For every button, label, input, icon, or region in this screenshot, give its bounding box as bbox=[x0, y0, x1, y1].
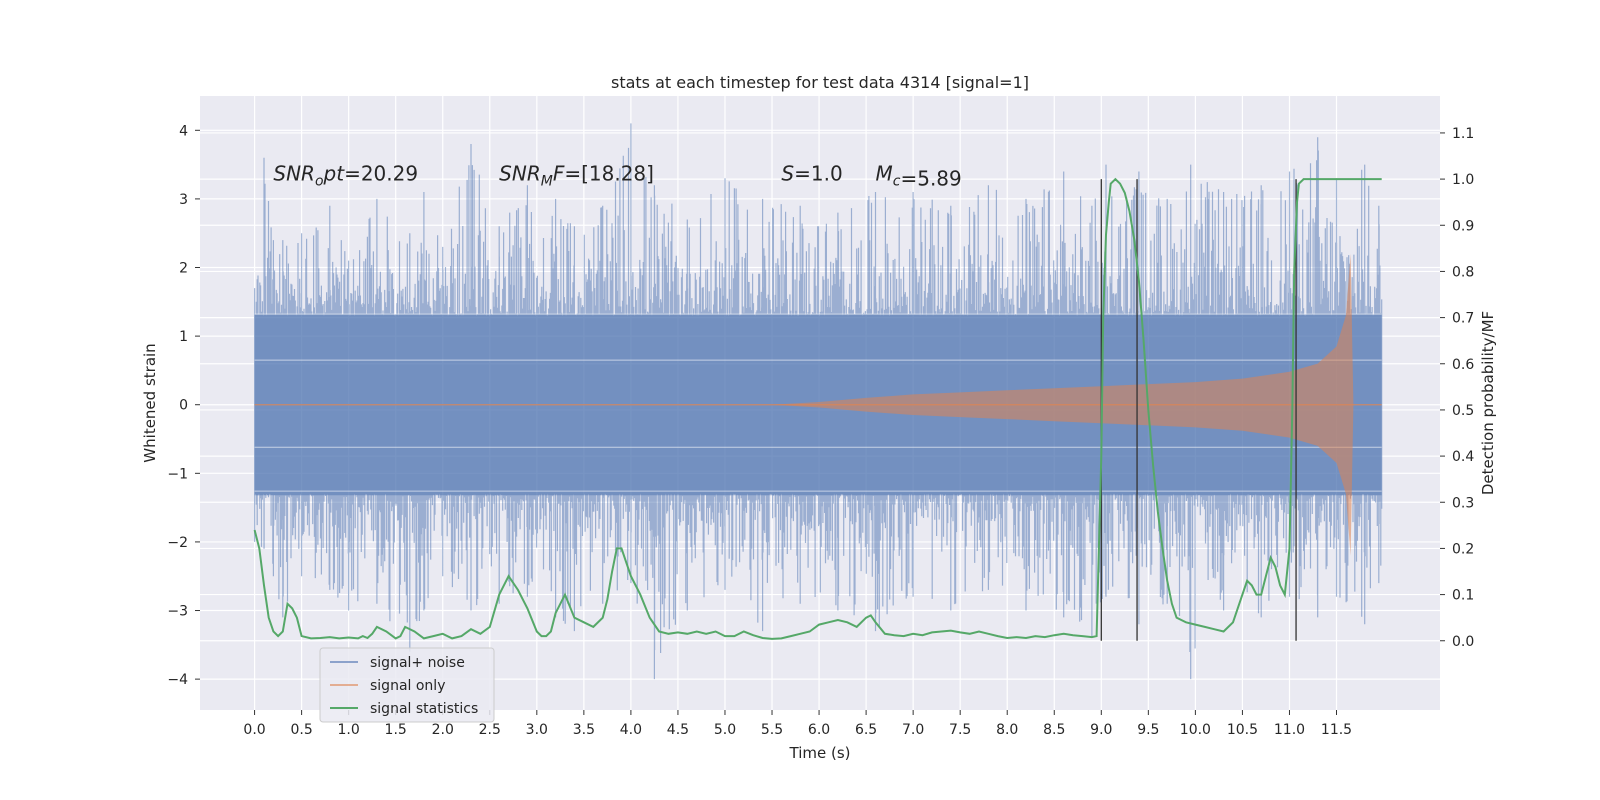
y-tick-label: 3 bbox=[179, 192, 188, 208]
signal-statistics-line bbox=[253, 177, 1382, 640]
y2-tick-label: 0.1 bbox=[1452, 588, 1474, 604]
x-tick-label: 4.5 bbox=[667, 722, 689, 738]
x-tick-label: 7.0 bbox=[902, 722, 924, 738]
signal-only-series bbox=[254, 253, 1384, 556]
annotation-3: Mc=5.89 bbox=[876, 161, 962, 190]
y-axis-left: −4 −3 −2 −1 0 1 2 3 4 bbox=[167, 123, 200, 688]
annotation-0: SNRopt=20.29 bbox=[273, 161, 418, 189]
y2-tick-label: 0.2 bbox=[1452, 541, 1474, 557]
annotation-2: S=1.0 bbox=[781, 161, 842, 185]
x-tick-label: 6.0 bbox=[808, 722, 830, 738]
x-tick-label: 5.5 bbox=[761, 722, 783, 738]
x-tick-label: 6.5 bbox=[855, 722, 877, 738]
y2-tick-label: 0.6 bbox=[1452, 357, 1474, 373]
x-tick-label: 1.5 bbox=[385, 722, 407, 738]
y-tick-label: −2 bbox=[167, 535, 188, 551]
y2-tick-label: 0.7 bbox=[1452, 311, 1474, 327]
y2-tick-label: 0.8 bbox=[1452, 264, 1474, 280]
y2-tick-label: 0.4 bbox=[1452, 449, 1474, 465]
x-tick-label: 10.0 bbox=[1180, 722, 1211, 738]
x-tick-label: 8.5 bbox=[1043, 722, 1065, 738]
x-tick-label: 1.0 bbox=[338, 722, 360, 738]
legend: signal+ noise signal only signal statist… bbox=[319, 647, 495, 723]
annotation-1: SNRMF=[18.28] bbox=[499, 161, 654, 189]
y-tick-label: −4 bbox=[167, 672, 188, 688]
y-tick-label: −3 bbox=[167, 604, 188, 620]
x-tick-label: 8.0 bbox=[996, 722, 1018, 738]
x-tick-label: 11.5 bbox=[1321, 722, 1352, 738]
x-tick-label: 7.5 bbox=[949, 722, 971, 738]
y2-tick-label: 1.1 bbox=[1452, 126, 1474, 142]
x-tick-label: 5.0 bbox=[714, 722, 736, 738]
y2-tick-label: 0.0 bbox=[1452, 634, 1474, 650]
y-axis-right: 0.0 0.1 0.2 0.3 0.4 0.5 0.6 0.7 0.8 0.9 1.0 1.1 bbox=[1440, 126, 1474, 650]
legend-box bbox=[319, 647, 495, 723]
y-axis-label: Whitened strain bbox=[141, 343, 159, 462]
x-tick-label: 4.0 bbox=[620, 722, 642, 738]
legend-label-signal-statistics: signal statistics bbox=[370, 701, 478, 717]
signal-statistics-series bbox=[253, 177, 1382, 640]
x-tick-label: 2.5 bbox=[479, 722, 501, 738]
x-tick-label: 0.5 bbox=[290, 722, 312, 738]
x-tick-label: 2.0 bbox=[432, 722, 454, 738]
legend-label-signal-noise: signal+ noise bbox=[370, 655, 465, 671]
y-tick-label: 0 bbox=[179, 398, 188, 414]
y2-axis-label: Detection probability/MF bbox=[1479, 311, 1497, 495]
x-tick-label: 9.0 bbox=[1090, 722, 1112, 738]
x-axis-label: Time (s) bbox=[789, 744, 851, 762]
x-axis: 0.0 0.5 1.0 1.5 2.0 2.5 3.0 3.5 4.0 4.5 5.0 5.5 6.0 6… bbox=[243, 710, 1352, 738]
y2-tick-label: 1.0 bbox=[1452, 172, 1474, 188]
y-tick-label: 2 bbox=[179, 261, 188, 277]
x-tick-label: 10.5 bbox=[1227, 722, 1258, 738]
annotations: SNRopt=20.29 SNRMF=[18.28] S=1.0 Mc=5.89 bbox=[273, 161, 961, 190]
x-tick-label: 11.0 bbox=[1274, 722, 1305, 738]
x-tick-label: 0.0 bbox=[243, 722, 265, 738]
y-tick-label: 4 bbox=[179, 123, 188, 139]
y-tick-label: −1 bbox=[167, 466, 188, 482]
y-tick-label: 1 bbox=[179, 329, 188, 345]
y2-tick-label: 0.3 bbox=[1452, 495, 1474, 511]
y2-tick-label: 0.5 bbox=[1452, 403, 1474, 419]
x-tick-label: 3.0 bbox=[526, 722, 548, 738]
x-tick-label: 9.5 bbox=[1137, 722, 1159, 738]
legend-label-signal-only: signal only bbox=[370, 678, 445, 694]
y2-tick-label: 0.9 bbox=[1452, 218, 1474, 234]
chart-title: stats at each timestep for test data 431… bbox=[611, 73, 1029, 92]
x-tick-label: 3.5 bbox=[573, 722, 595, 738]
